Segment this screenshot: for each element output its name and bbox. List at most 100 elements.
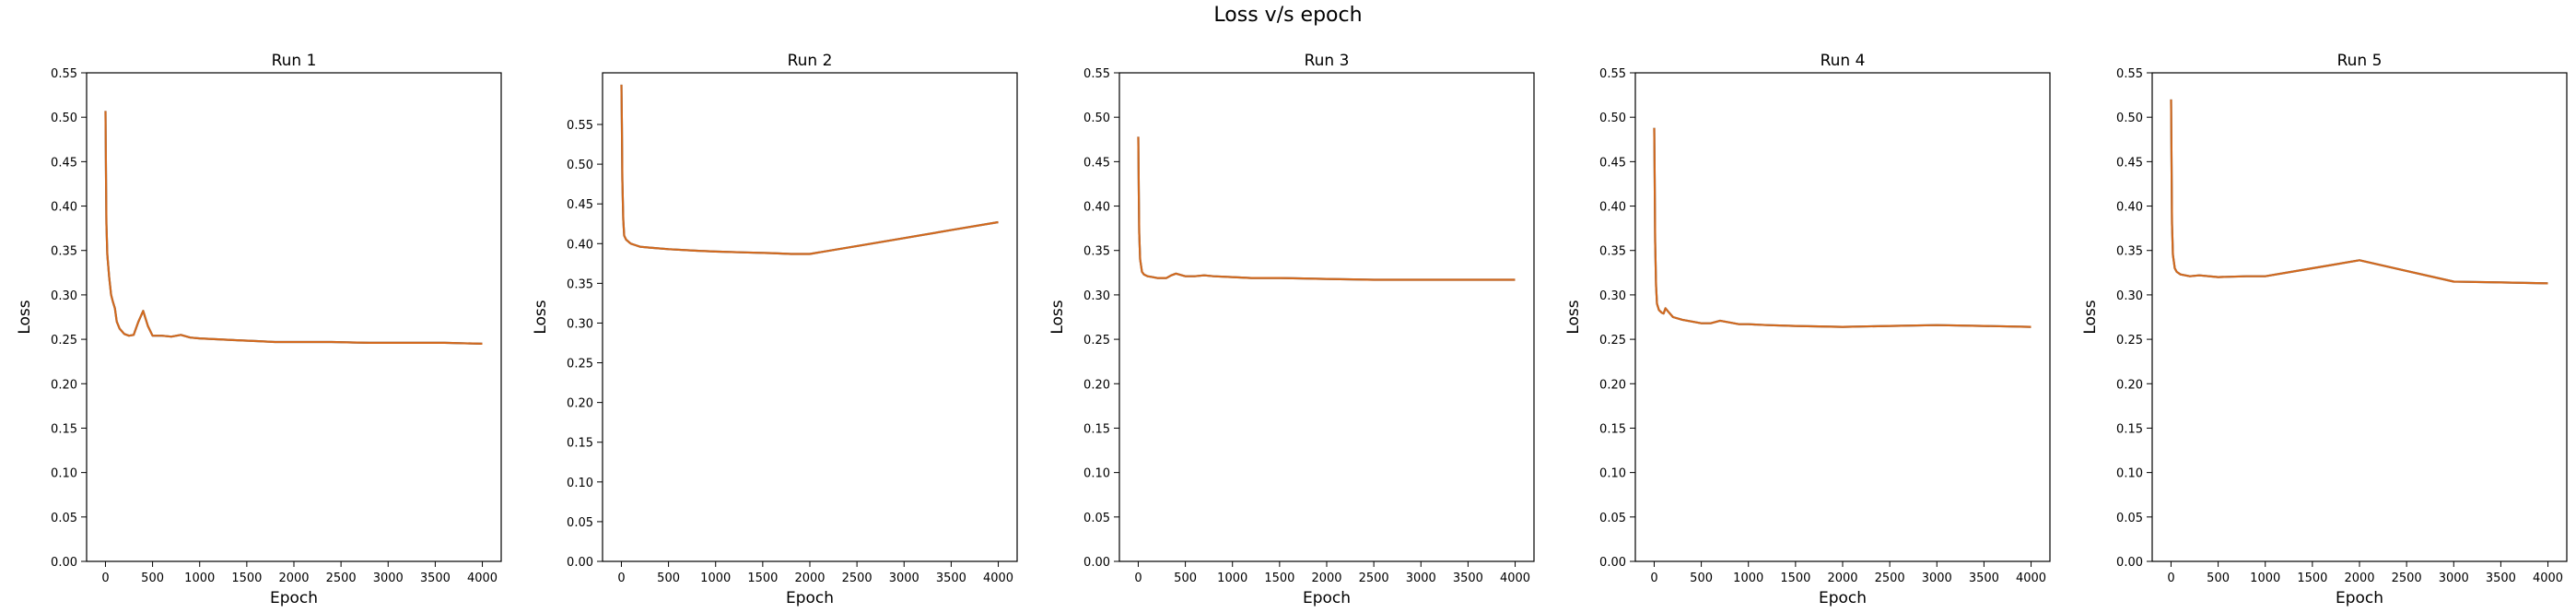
x-tick-label: 500 [2207,572,2230,585]
x-axis-label: Epoch [2336,589,2383,607]
y-tick-label: 0.20 [1083,378,1110,392]
y-tick-label: 0.25 [2116,334,2143,348]
y-tick-label: 0.05 [1083,512,1110,525]
x-tick-label: 4000 [2533,572,2563,585]
series-line-underlay [104,111,483,345]
x-tick-label: 2000 [794,572,825,585]
y-axis-label: Loss [16,300,34,334]
y-tick-label: 0.50 [2116,112,2143,125]
y-axis-label: Loss [532,300,550,334]
y-tick-label: 0.55 [51,67,77,81]
y-tick-label: 0.40 [567,238,593,252]
x-tick-label: 2500 [326,572,357,585]
x-tick-label: 1500 [747,572,778,585]
x-tick-label: 2500 [2392,572,2422,585]
y-tick-label: 0.35 [51,245,77,259]
y-tick-label: 0.15 [2116,422,2143,436]
y-tick-label: 0.30 [1599,289,1626,303]
series-line [104,111,483,345]
x-tick-label: 3500 [1453,572,1483,585]
y-tick-label: 0.35 [2116,245,2143,259]
y-tick-label: 0.40 [51,201,77,215]
series-line-underlay [1137,136,1516,281]
y-tick-label: 0.40 [2116,201,2143,215]
x-tick-label: 0 [1134,572,1142,585]
y-tick-label: 0.20 [1599,378,1626,392]
subplot-run-3: Run 3 0 500 1000 1500 2000 2500 3000 3500 4000 0.0… [1048,52,1535,607]
x-tick-label: 2000 [2344,572,2374,585]
axes-frame [86,72,502,562]
x-tick-label: 1500 [1264,572,1294,585]
y-tick-label: 0.00 [2116,556,2143,570]
y-tick-label: 0.15 [567,437,593,451]
y-tick-label: 0.55 [1599,67,1626,81]
x-tick-label: 500 [1690,572,1713,585]
x-tick-label: 2500 [1875,572,1905,585]
subplot-run-5: Run 5 0 500 1000 1500 2000 2500 3000 3500 4000 0.0… [2081,52,2568,607]
x-tick-label: 4000 [1500,572,1530,585]
x-tick-label: 500 [1174,572,1197,585]
y-tick-label: 0.40 [1599,201,1626,215]
y-tick-label: 0.10 [1599,467,1626,481]
axes-frame [1634,72,2051,562]
y-tick-label: 0.15 [1599,422,1626,436]
subplot-title: Run 4 [1821,52,1866,70]
y-tick-label: 0.05 [1599,512,1626,525]
series-line [1137,136,1516,281]
series-line [620,84,999,255]
x-tick-label: 3500 [2486,572,2516,585]
x-tick-label: 1500 [1780,572,1810,585]
x-tick-label: 0 [1650,572,1657,585]
x-tick-label: 1500 [231,572,262,585]
y-tick-label: 0.50 [51,112,77,125]
y-tick-label: 0.45 [2116,156,2143,170]
y-tick-label: 0.50 [1599,112,1626,125]
y-tick-label: 0.10 [567,477,593,490]
y-tick-label: 0.25 [1083,334,1110,348]
y-tick-label: 0.30 [2116,289,2143,303]
x-tick-label: 500 [657,572,680,585]
x-tick-label: 2500 [1359,572,1389,585]
y-tick-label: 0.50 [567,159,593,172]
x-tick-label: 500 [141,572,164,585]
subplot-title: Run 5 [2337,52,2383,70]
x-tick-label: 3000 [2439,572,2469,585]
y-tick-label: 0.05 [51,512,77,525]
y-tick-label: 0.00 [567,556,593,570]
x-tick-label: 2000 [1311,572,1341,585]
y-tick-label: 0.30 [567,317,593,331]
y-tick-label: 0.45 [1599,156,1626,170]
axes-frame [602,72,1018,562]
y-tick-label: 0.35 [567,277,593,291]
x-tick-label: 4000 [467,572,498,585]
series-line [1653,127,2032,328]
y-tick-label: 0.20 [2116,378,2143,392]
figure-title: Loss v/s epoch [1213,4,1363,27]
y-tick-label: 0.45 [567,198,593,212]
y-tick-label: 0.05 [2116,512,2143,525]
x-axis-label: Epoch [270,589,318,607]
y-tick-label: 0.10 [2116,467,2143,481]
y-tick-label: 0.15 [1083,422,1110,436]
x-axis-label: Epoch [1819,589,1867,607]
y-tick-label: 0.55 [567,119,593,133]
y-tick-label: 0.00 [51,556,77,570]
x-tick-label: 0 [617,572,625,585]
y-tick-label: 0.45 [1083,156,1110,170]
subplot-run-4: Run 4 0 500 1000 1500 2000 2500 3000 3500 4000 0.0… [1564,52,2051,607]
y-tick-label: 0.20 [567,397,593,411]
x-tick-label: 0 [2167,572,2174,585]
y-tick-label: 0.35 [1083,245,1110,259]
x-tick-label: 1000 [2250,572,2280,585]
x-tick-label: 3000 [889,572,919,585]
subplot-run-2: Run 2 0 500 1000 1500 2000 2500 3000 3500 4000 0.0… [532,52,1018,607]
y-axis-label: Loss [1564,300,1583,334]
x-tick-label: 1000 [700,572,731,585]
series-line-underlay [620,84,999,255]
axes-frame [1118,72,1535,562]
x-tick-label: 3000 [1406,572,1436,585]
y-tick-label: 0.20 [51,378,77,392]
y-axis-label: Loss [1048,300,1067,334]
